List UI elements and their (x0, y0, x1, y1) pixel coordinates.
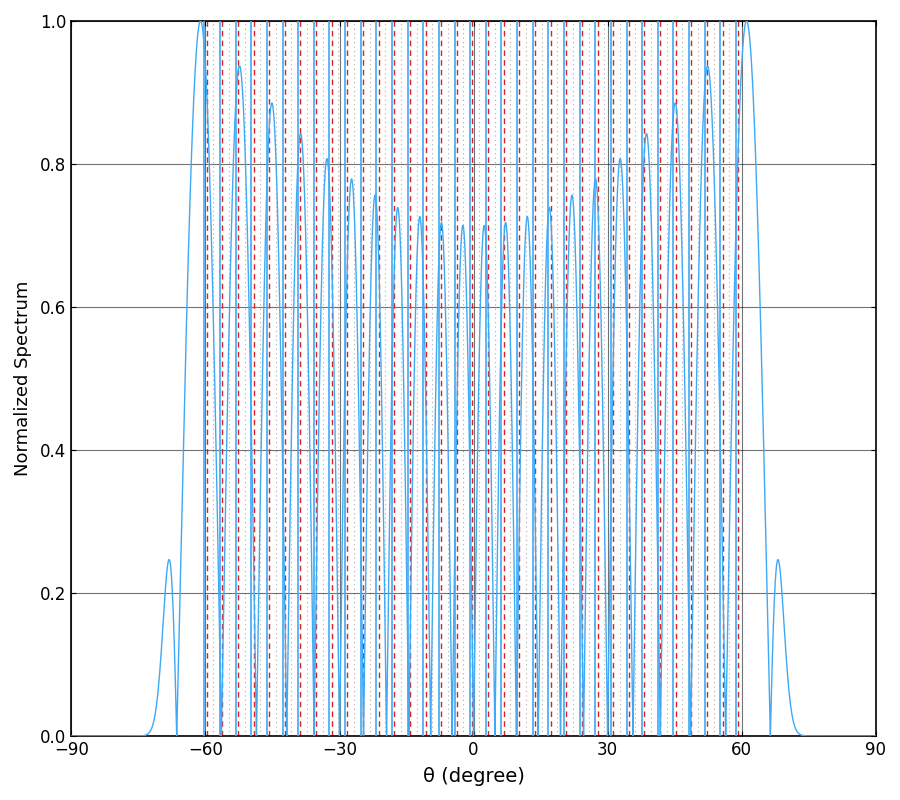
Y-axis label: Normalized Spectrum: Normalized Spectrum (14, 281, 32, 476)
X-axis label: θ (degree): θ (degree) (423, 767, 525, 786)
